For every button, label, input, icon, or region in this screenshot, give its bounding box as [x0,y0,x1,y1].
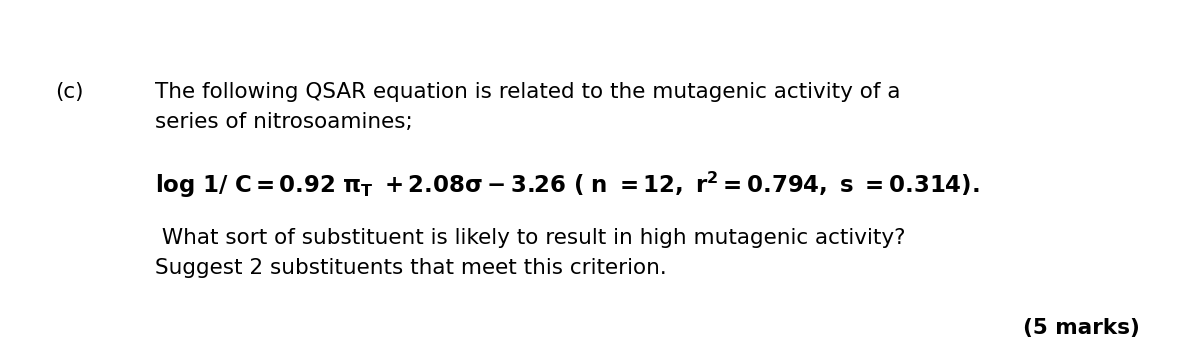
Text: $\bf{log\ 1/\ C = 0.92\ \pi_T\ +2.08\sigma - 3.26\ (\ }$$\it{\bf{n}}$$\bf{\ = 12: $\bf{log\ 1/\ C = 0.92\ \pi_T\ +2.08\sig… [155,170,979,200]
Text: What sort of substituent is likely to result in high mutagenic activity?: What sort of substituent is likely to re… [155,228,906,248]
Text: Suggest 2 substituents that meet this criterion.: Suggest 2 substituents that meet this cr… [155,258,667,278]
Text: The following QSAR equation is related to the mutagenic activity of a: The following QSAR equation is related t… [155,82,900,102]
Text: (c): (c) [55,82,84,102]
Text: (5 marks): (5 marks) [1024,318,1140,338]
Text: series of nitrosoamines;: series of nitrosoamines; [155,112,413,132]
